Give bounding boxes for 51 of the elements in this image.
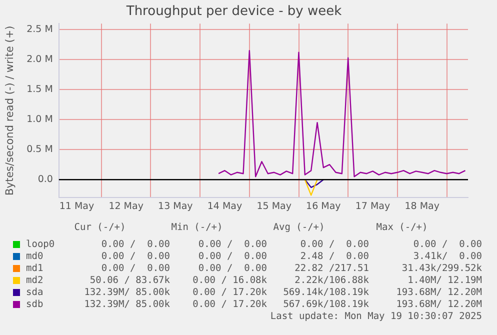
text: Max (-/+) (375, 222, 429, 233)
text: 0.00 / 0.00 (101, 239, 170, 250)
text: 0.00 / 0.00 (198, 251, 267, 262)
text: 0.00 / 17.20k (192, 287, 267, 298)
y-tick-label: 2.5 M (26, 24, 53, 36)
legend-label: loop0 (26, 239, 55, 251)
legend-label: md0 (26, 251, 44, 263)
text: 569.14k/108.19k (283, 287, 369, 298)
x-tick-label: 15 May (256, 200, 292, 212)
text: 0.00 / 0.00 (198, 263, 267, 274)
text: Last update: Mon May 19 10:30:07 2025 (269, 311, 482, 322)
text: 50.06 / 83.67k (88, 275, 170, 286)
text: 3.41k/ 0.00 (413, 251, 482, 262)
y-tick-label: 0.0 (38, 174, 53, 186)
text: Avg (-/+) (272, 222, 326, 233)
legend-label: sdb (26, 299, 44, 311)
x-tick-label: 16 May (306, 200, 342, 212)
text: 0.00 / 0.00 (100, 251, 170, 262)
text: 0.00 / 0.00 (198, 239, 267, 250)
text: Cur (-/+) (73, 222, 127, 233)
text: 193.68M/ 12.20M (396, 299, 482, 310)
text: 0.00 / 0.00 (413, 239, 482, 250)
x-tick-label: 14 May (207, 200, 242, 212)
legend-label: md2 (26, 275, 44, 287)
text: 0.00 / 0.00 (100, 263, 170, 274)
text: 1.40M/ 12.19M (408, 275, 482, 286)
y-tick-label: 2.0 M (26, 54, 53, 66)
text: 193.68M/ 12.20M (396, 287, 482, 298)
text: 0.00 / 0.00 (300, 239, 369, 250)
text: 2.48 / 0.00 (300, 251, 369, 262)
text: Min (-/+) (170, 222, 224, 233)
y-axis-title: Bytes/second read (-) / write (+) (4, 26, 16, 196)
text: 132.39M/ 85.00k (83, 299, 170, 310)
y-tick-label: 1.5 M (26, 84, 53, 96)
text: 2.22k/106.88k (294, 275, 369, 286)
text: 567.69k/108.19k (283, 299, 369, 310)
x-tick-label: 12 May (108, 200, 144, 212)
legend-label: md1 (26, 263, 44, 275)
text: 0.00 / 17.20k (192, 299, 267, 310)
x-tick-label: 13 May (158, 200, 194, 212)
text: 132.39M/ 85.00k (83, 287, 170, 298)
legend-label: sda (26, 287, 44, 299)
text: 0.00 / 16.08k (192, 275, 267, 286)
x-tick-label: 18 May (404, 200, 440, 212)
y-tick-label: 0.5 M (26, 144, 53, 156)
x-tick-label: 11 May (59, 200, 94, 212)
text: 31.43k/299.52k (402, 263, 482, 274)
text: 22.82 /217.51 (294, 263, 369, 274)
chart-title: Throughput per device - by week (125, 4, 342, 20)
x-tick-label: 17 May (355, 200, 391, 212)
y-tick-label: 1.0 M (26, 114, 53, 126)
